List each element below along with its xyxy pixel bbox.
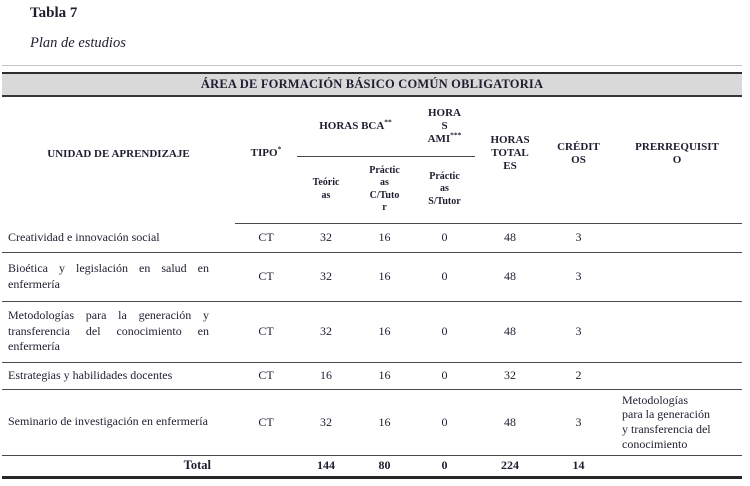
table-row: Metodologías para la generación y transf… xyxy=(2,301,743,363)
cell-empty xyxy=(235,455,297,479)
header-row-2: Teóric as Práctic as C/Tuto r Práctic as… xyxy=(2,156,742,224)
cell-practicas-s: 0 xyxy=(414,223,475,253)
total-horas-totales: 224 xyxy=(475,455,545,479)
total-creditos: 14 xyxy=(545,455,612,479)
cell-creditos: 2 xyxy=(545,362,612,390)
tipo-footnote-mark: * xyxy=(277,144,282,154)
cell-unidad: Estrategias y habilidades docentes xyxy=(2,362,235,390)
cell-tipo: CT xyxy=(235,389,297,456)
cell-tipo: CT xyxy=(235,223,297,253)
cell-totales: 48 xyxy=(475,301,545,363)
cell-practicas-c: 16 xyxy=(355,362,414,390)
col-header-horas-bca-label: HORAS BCA xyxy=(319,119,385,132)
col-header-horas-ami: HORA S AMI*** xyxy=(414,96,475,157)
col-header-horas-totales: HORAS TOTAL ES xyxy=(475,96,545,224)
col-header-creditos: CRÉDIT OS xyxy=(545,96,612,224)
ami-footnote-mark: *** xyxy=(450,130,462,140)
col-header-teoricas: Teóric as xyxy=(297,156,355,224)
total-teoricas: 144 xyxy=(297,455,355,479)
col-header-horas-ami-label: HORA S AMI xyxy=(427,106,461,145)
cell-totales: 48 xyxy=(475,252,545,302)
cell-practicas-c: 16 xyxy=(355,252,414,302)
cell-unidad: Creatividad e innovación social xyxy=(2,223,235,253)
area-header-row: ÁREA DE FORMACIÓN BÁSICO COMÚN OBLIGATOR… xyxy=(2,72,743,97)
cell-totales: 32 xyxy=(475,362,545,390)
table-caption: Plan de estudios xyxy=(30,35,126,51)
cell-creditos: 3 xyxy=(545,252,612,302)
cell-practicas-c: 16 xyxy=(355,223,414,253)
cell-totales: 48 xyxy=(475,389,545,456)
cell-prerrequisito xyxy=(612,252,743,302)
table-row: Seminario de investigación en enfermería… xyxy=(2,389,743,456)
cell-creditos: 3 xyxy=(545,223,612,253)
cell-practicas-c: 16 xyxy=(355,389,414,456)
curriculum-table: ÁREA DE FORMACIÓN BÁSICO COMÚN OBLIGATOR… xyxy=(2,72,743,479)
cell-tipo: CT xyxy=(235,252,297,302)
total-label: Total xyxy=(2,455,235,479)
cell-practicas-s: 0 xyxy=(414,252,475,302)
faint-top-rule xyxy=(2,65,742,66)
cell-prerrequisito xyxy=(612,362,743,390)
cell-prerrequisito: Metodologías para la generación y transf… xyxy=(612,389,743,456)
cell-empty xyxy=(612,455,743,479)
table-row: Estrategias y habilidades docentes CT 16… xyxy=(2,362,743,390)
col-header-tipo-label: TIPO xyxy=(250,147,278,160)
col-header-horas-bca: HORAS BCA** xyxy=(297,96,414,157)
cell-unidad: Bioética y legislación en salud en enfer… xyxy=(2,252,235,302)
cell-tipo: CT xyxy=(235,301,297,363)
cell-unidad: Seminario de investigación en enfermería xyxy=(2,389,235,456)
cell-practicas-s: 0 xyxy=(414,301,475,363)
table-number: Tabla 7 xyxy=(30,5,78,21)
cell-unidad: Metodologías para la generación y transf… xyxy=(2,301,235,363)
cell-creditos: 3 xyxy=(545,301,612,363)
cell-teoricas: 32 xyxy=(297,252,355,302)
cell-tipo: CT xyxy=(235,362,297,390)
cell-prerrequisito xyxy=(612,223,743,253)
cell-teoricas: 32 xyxy=(297,223,355,253)
col-header-tipo: TIPO* xyxy=(235,96,297,224)
cell-creditos: 3 xyxy=(545,389,612,456)
cell-totales: 48 xyxy=(475,223,545,253)
cell-practicas-c: 16 xyxy=(355,301,414,363)
cell-practicas-s: 0 xyxy=(414,389,475,456)
total-practicas-s: 0 xyxy=(414,455,475,479)
col-header-practicas-s-tutor: Práctic as S/Tutor xyxy=(414,156,475,224)
cell-practicas-s: 0 xyxy=(414,362,475,390)
cell-prerrequisito xyxy=(612,301,743,363)
table-row: Creatividad e innovación social CT 32 16… xyxy=(2,223,743,253)
bca-footnote-mark: ** xyxy=(384,117,392,127)
area-header: ÁREA DE FORMACIÓN BÁSICO COMÚN OBLIGATOR… xyxy=(2,72,743,97)
cell-teoricas: 32 xyxy=(297,389,355,456)
header-row-1: UNIDAD DE APRENDIZAJE TIPO* HORAS BCA** … xyxy=(2,96,743,224)
table-row: Bioética y legislación en salud en enfer… xyxy=(2,252,743,302)
col-header-practicas-c-tutor: Práctic as C/Tuto r xyxy=(355,156,414,224)
col-header-unidad: UNIDAD DE APRENDIZAJE xyxy=(47,147,190,160)
cell-teoricas: 32 xyxy=(297,301,355,363)
cell-teoricas: 16 xyxy=(297,362,355,390)
total-practicas-c: 80 xyxy=(355,455,414,479)
col-header-prerrequisito: PRERREQUISIT O xyxy=(612,96,743,224)
total-row: Total 144 80 0 224 14 xyxy=(2,455,743,479)
